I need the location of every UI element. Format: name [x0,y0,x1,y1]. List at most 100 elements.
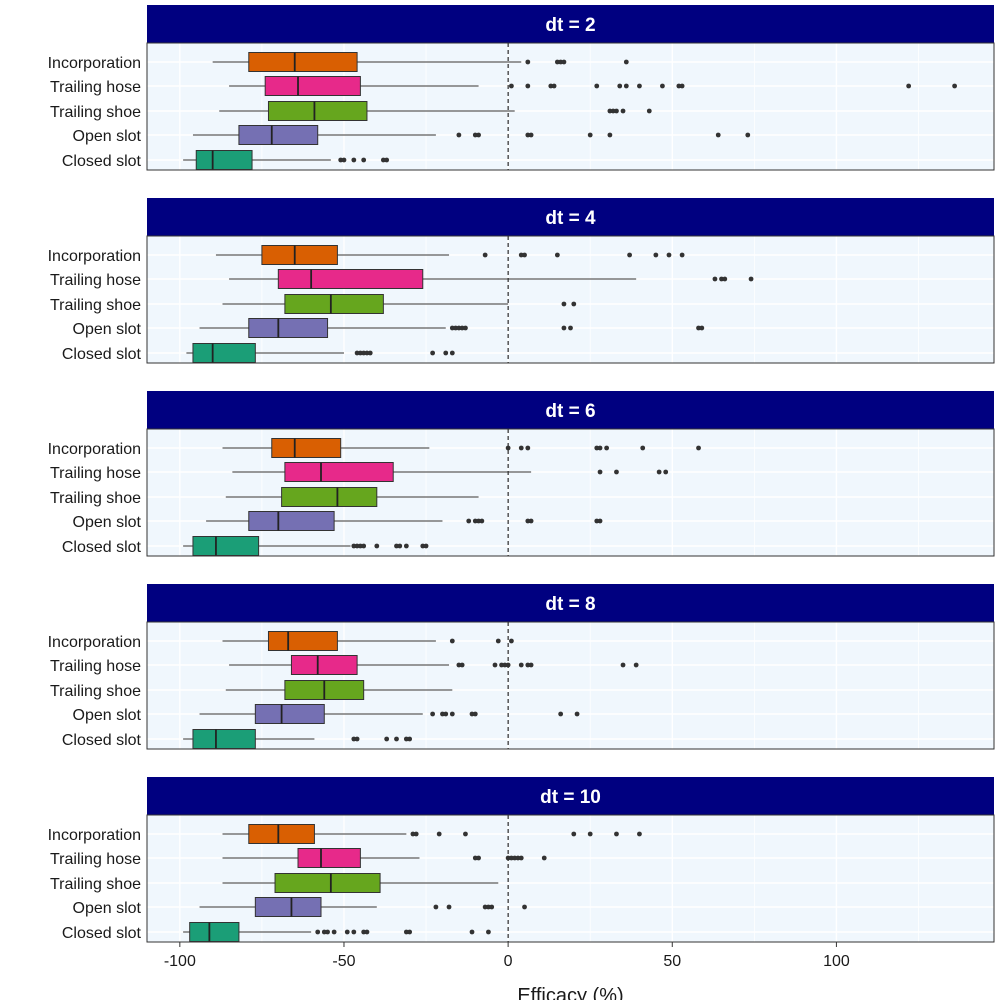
panel-2-open-slot-outlier [459,325,465,331]
panel-4-closed-slot-outlier [407,736,413,742]
panel-3-closed-slot-outlier [351,543,357,549]
panel-3-trailing-hose-outlier [656,469,662,475]
panel-4-trailing-hose-outlier [492,662,498,668]
panel-5-closed-slot-label: Closed slot [62,925,142,942]
panel-2-incorporation-box [261,245,338,265]
panel-2-trailing-hose-label: Trailing hose [50,272,141,289]
panel-4-closed-slot-outlier [403,736,409,742]
panel-5-trailing-hose-outlier [509,855,514,861]
panel-2-trailing-shoe-outlier [571,301,577,307]
panel-2-closed-slot-outlier [449,350,455,356]
panel-2-incorporation-outlier [653,252,659,258]
panel-4-strip [147,584,994,622]
panel-1-incorporation-outlier [561,59,567,65]
panel-4-closed-slot-outlier [384,736,390,742]
panel-3-trailing-hose-label: Trailing hose [50,465,141,482]
panel-5-open-slot-outlier [482,904,488,910]
panel-4-open-slot-outlier [558,711,564,717]
panel-5-trailing-hose-outlier [476,855,481,861]
panel-3-incorporation-outlier [604,445,610,451]
panel-3-trailing-hose-outlier [597,469,603,475]
panel-5-closed-slot-outlier [469,929,475,935]
panel-2-trailing-shoe-label: Trailing shoe [50,297,141,314]
panel-1-trailing-hose-outlier [617,83,623,89]
panel-5-incorporation-box [248,824,315,844]
panel-1-trailing-shoe-outlier [614,108,619,114]
panel-5-open-slot-outlier [522,904,527,910]
panel-4-trailing-hose-box [290,655,358,675]
panel-3-open-slot-outlier [479,518,485,524]
panel-4-trailing-hose-outlier [499,662,504,668]
panel-3-open-slot-outlier [466,518,472,524]
panel-5-border [146,814,995,943]
panel-3-trailing-shoe-box [281,487,378,507]
panel-1-border [146,42,995,171]
panel-5-trailing-hose-outlier [472,855,478,861]
panel-1-open-slot-outlier [745,132,751,138]
x-tick-label: -100 [164,953,196,970]
panel-1-incorporation-outlier [623,59,629,65]
panel-2-open-slot-outlier [699,325,705,331]
panel-2-open-slot-outlier [449,325,455,331]
panel-2-closed-slot-box [192,343,256,363]
panel-1-open-slot-label: Open slot [73,128,142,145]
panel-1-open-slot-outlier [528,132,534,138]
panel-5-closed-slot-outlier [361,929,367,935]
panel-3-closed-slot-outlier [423,543,429,549]
panel-5-strip [147,777,994,815]
panel-5-trailing-hose-label: Trailing hose [50,851,141,868]
panel-1-closed-slot-box [195,150,253,170]
panel-1-strip [147,5,994,43]
panel-5-open-slot-outlier [446,904,452,910]
panel-4-title: dt = 8 [545,594,595,615]
panel-3-closed-slot-outlier [374,543,380,549]
panel-2-open-slot-outlier [463,325,468,331]
panel-5-open-slot-label: Open slot [73,900,142,917]
panel-1-open-slot-outlier [476,132,481,138]
panel-5-title: dt = 10 [540,787,601,808]
panel-1-trailing-shoe-outlier [646,108,652,114]
panel-3-incorporation-box [271,438,342,458]
panel-4-open-slot-outlier [469,711,475,717]
panel-2-closed-slot-outlier [361,350,367,356]
panel-2-open-slot-outlier [568,325,573,331]
panel-5-open-slot-box [254,897,322,917]
panel-2-trailing-hose-outlier [722,276,728,282]
panel-1-open-slot-box [238,125,319,145]
panel-5-closed-slot-outlier [403,929,409,935]
panel-5-incorporation-outlier [436,831,442,837]
panel-4-closed-slot-outlier [394,736,399,742]
panel-3-open-slot-outlier [528,518,534,524]
x-tick-label: 0 [504,953,513,970]
panel-5-closed-slot-outlier [344,929,350,935]
panel-4-incorporation-outlier [449,638,455,644]
panel-4-trailing-hose-outlier [456,662,462,668]
x-axis-title: Efficacy (%) [517,985,623,1000]
panel-2-incorporation-outlier [666,252,672,258]
panel-1-trailing-hose-outlier [623,83,629,89]
panel-1-trailing-hose-outlier [509,83,514,89]
panel-5-trailing-hose-outlier [512,855,518,861]
panel-5-closed-slot-box [189,922,240,942]
panel-4-open-slot-outlier [574,711,580,717]
panel-5-closed-slot-outlier [407,929,413,935]
panel-4-trailing-hose-label: Trailing hose [50,658,141,675]
panel-5-closed-slot-outlier [486,929,491,935]
panel-4-incorporation-label: Incorporation [48,634,141,651]
panel-3-closed-slot-box [192,536,260,556]
panel-3-closed-slot-outlier [403,543,409,549]
panel-4-closed-slot-outlier [354,736,360,742]
panel-3-trailing-shoe-label: Trailing shoe [50,490,141,507]
panel-5-incorporation-label: Incorporation [48,827,141,844]
panel-4-closed-slot-outlier [351,736,357,742]
panel-3-closed-slot-outlier [354,543,360,549]
panel-4-open-slot-box [254,704,325,724]
panel-1-closed-slot-outlier [361,157,367,163]
panel-2-incorporation-outlier [482,252,488,258]
panel-3-closed-slot-label: Closed slot [62,539,142,556]
panel-1-incorporation-box [248,52,358,72]
panel-3-closed-slot-outlier [361,543,367,549]
panel-1-closed-slot-outlier [341,157,347,163]
panel-2-open-slot-outlier [456,325,462,331]
panel-1-open-slot-outlier [472,132,478,138]
